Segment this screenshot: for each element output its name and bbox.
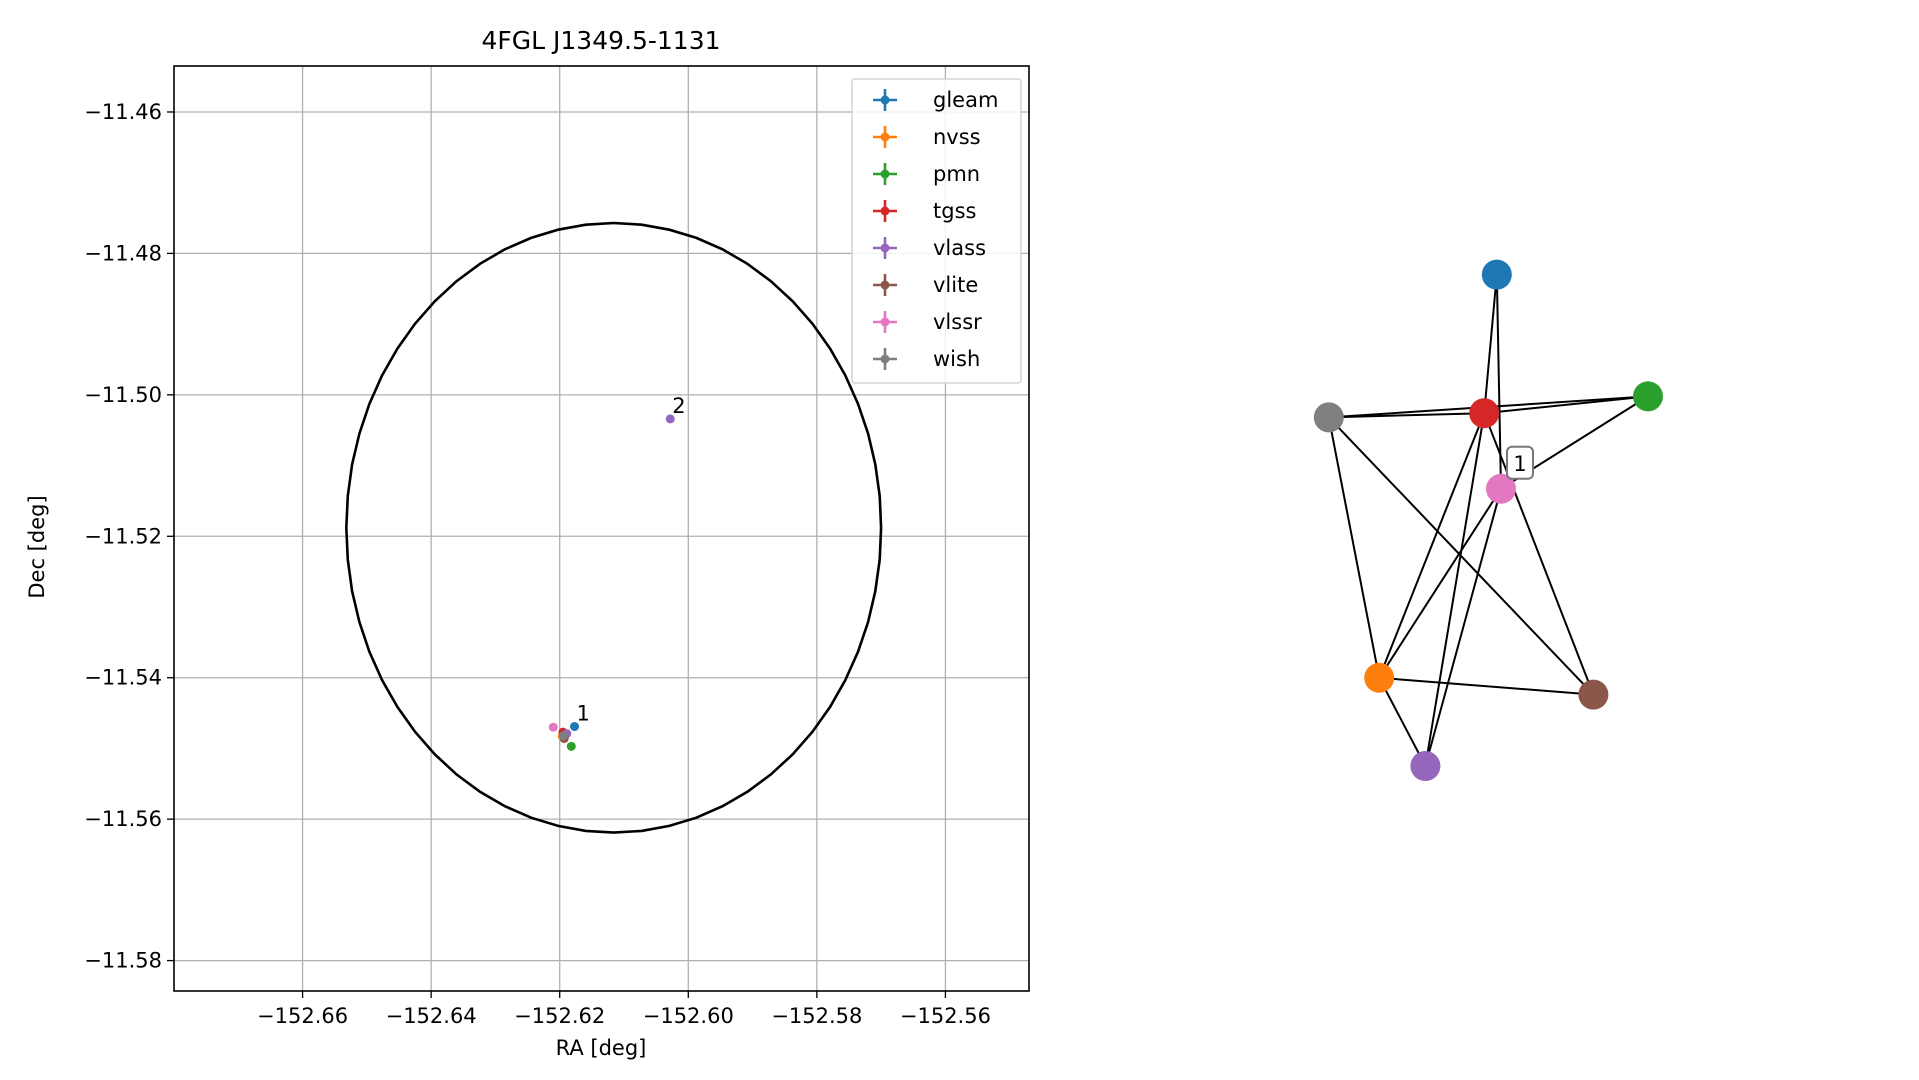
graph-edge-vlssr-vlass-1 — [1424, 488, 1502, 767]
graph-label-text: 1 — [1513, 452, 1526, 476]
point-annotation: 2 — [672, 394, 685, 418]
y-tick-label: −11.56 — [84, 807, 162, 831]
y-tick-label: −11.52 — [84, 524, 162, 548]
y-ticks: −11.46 −11.48 −11.50 −11.52 −11.54 −11.56 −11.… — [84, 100, 174, 973]
graph-edge-vlssr-nvss — [1378, 488, 1502, 679]
plot-frame — [173, 65, 1030, 992]
legend-label-tgss: tgss — [933, 199, 976, 223]
graph-edge-tgss-nvss — [1378, 412, 1486, 679]
legend-label-gleam: gleam — [933, 88, 998, 112]
network-panel: 12 — [1313, 259, 1663, 781]
graph-edge-tgss-vlite — [1483, 412, 1595, 695]
point-annotation: 1 — [577, 702, 590, 726]
point-gleam — [570, 722, 579, 732]
y-tick-label: −11.54 — [84, 666, 162, 690]
legend-dot-wish — [880, 354, 890, 364]
legend-label-pmn: pmn — [933, 162, 980, 186]
legend-dot-nvss — [880, 132, 890, 142]
legend-label-vlssr: vlssr — [933, 310, 982, 334]
legend-dot-vlssr — [880, 317, 890, 327]
graph-edge-nvss-vlass-1 — [1378, 677, 1427, 767]
legend-dot-pmn — [880, 169, 890, 179]
graph-node-wish — [1313, 402, 1344, 433]
graph-node-vlite — [1578, 679, 1609, 710]
points-layer — [548, 414, 675, 751]
chart-title: 4FGL J1349.5-1131 — [481, 26, 720, 55]
y-tick-label: −11.46 — [84, 100, 162, 124]
point-pmn — [566, 741, 576, 751]
legend-label-vlass: vlass — [933, 236, 986, 260]
legend-dot-gleam — [880, 95, 890, 105]
legend-dot-vlite — [880, 280, 890, 290]
x-ticks: −152.66 −152.64 −152.62 −152.60 −152.58 −152.… — [257, 991, 991, 1028]
x-tick-label: −152.62 — [514, 1004, 605, 1028]
y-axis-label: Dec [deg] — [25, 495, 49, 598]
scatter-panel: 4FGL J1349.5-1131 RA [deg] Dec [deg] −15… — [25, 26, 1030, 1060]
graph-edge-wish-tgss — [1328, 412, 1485, 419]
graph-edge-gleam-tgss — [1483, 274, 1498, 414]
legend-label-wish: wish — [933, 347, 980, 371]
graph-node-nvss — [1364, 662, 1395, 693]
graph-node-gleam — [1481, 259, 1512, 290]
x-tick-label: −152.56 — [900, 1004, 991, 1028]
graph-edge-pmn-tgss — [1484, 395, 1649, 415]
x-tick-label: −152.58 — [771, 1004, 862, 1028]
legend-label-vlite: vlite — [933, 273, 978, 297]
y-tick-label: −11.50 — [84, 383, 162, 407]
legend-label-nvss: nvss — [933, 125, 981, 149]
point-wish — [559, 731, 569, 741]
graph-node-pmn — [1633, 381, 1663, 412]
x-tick-label: −152.64 — [386, 1004, 477, 1028]
graph-edge-wish-nvss — [1327, 417, 1381, 678]
legend-dot-tgss — [880, 206, 890, 216]
y-tick-label: −11.58 — [84, 949, 162, 973]
graph-label-box — [1506, 445, 1534, 480]
nodes-layer — [1313, 259, 1663, 781]
annotation-layer: 12 — [577, 394, 686, 726]
point-vlass — [665, 414, 675, 424]
legend-box — [851, 78, 1022, 384]
graph-node-tgss — [1469, 398, 1500, 429]
graph-node-vlssr — [1486, 473, 1516, 504]
legend-dot-vlass — [880, 243, 890, 253]
point-vlssr — [548, 722, 558, 732]
error-ellipse — [344, 221, 883, 834]
x-axis-label: RA [deg] — [556, 1036, 647, 1060]
ellipse-layer — [344, 221, 883, 834]
x-tick-label: −152.60 — [643, 1004, 734, 1028]
graph-edge-tgss-vlass-1 — [1424, 413, 1486, 767]
graph-node-vlass-1 — [1410, 751, 1441, 781]
x-tick-label: −152.66 — [257, 1004, 348, 1028]
legend: gleam nvss pmn tgss vlass vlite vlssr wish — [851, 78, 1022, 384]
graph-edge-nvss-vlite — [1379, 676, 1594, 696]
y-tick-label: −11.48 — [84, 241, 162, 265]
network-labels-layer: 12 — [1506, 445, 1534, 480]
